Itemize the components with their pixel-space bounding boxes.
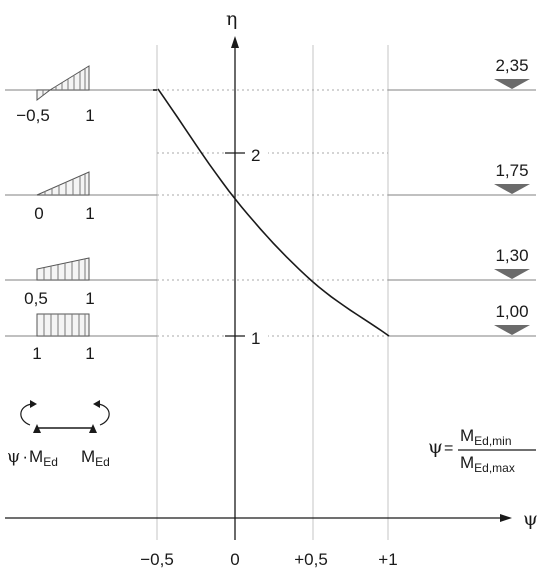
formula-equals: = [444, 440, 453, 457]
level-marker-175 [494, 184, 530, 194]
moment-left-label-1: −0,5 [16, 106, 50, 125]
level-marker-100 [494, 325, 530, 335]
support-right-icon [89, 424, 97, 433]
moment-diagram-psi-0: 0 1 [34, 171, 95, 223]
moment-diagram-psi-neg05: −0,5 1 [16, 65, 95, 125]
level-marker-235 [494, 79, 530, 89]
level-label-130: 1,30 [495, 246, 528, 265]
x-axis-arrow [500, 514, 512, 522]
support-left-icon [33, 424, 41, 433]
formula-denominator: MEd,max [460, 453, 515, 475]
moment-right-label-1: 1 [85, 106, 94, 125]
level-marker-130 [494, 269, 530, 279]
beam-moment-sketch: ψ ·MEd MEd [7, 400, 110, 469]
x-tick-label-pos1: +1 [378, 550, 397, 569]
y-axis-label: η [226, 8, 237, 30]
moment-left-label-3: 0,5 [24, 289, 48, 308]
moment-left-label-2: 0 [34, 204, 43, 223]
level-label-235: 2,35 [495, 56, 528, 75]
y-tick-label-2: 2 [251, 146, 260, 165]
x-tick-label-pos05: +0,5 [294, 550, 328, 569]
eta-curve [157, 88, 390, 337]
moment-right-label-4: 1 [85, 344, 94, 363]
moment-right-label-2: 1 [85, 204, 94, 223]
moment-diagram-psi-pos1: 1 1 [32, 313, 95, 363]
beam-label-left: ψ ·MEd [7, 447, 58, 469]
moment-arrow-right-icon [97, 403, 110, 426]
y-axis-arrow [231, 36, 239, 48]
x-tick-label-0: 0 [230, 550, 239, 569]
formula-lhs: ψ [428, 436, 443, 458]
y-tick-label-1: 1 [251, 329, 260, 348]
moment-left-label-4: 1 [32, 344, 41, 363]
x-axis-label: ψ [523, 508, 538, 530]
moment-arrow-left-icon [20, 403, 33, 426]
moment-right-label-3: 1 [85, 289, 94, 308]
psi-formula: ψ = MEd,min MEd,max [428, 426, 536, 475]
level-label-100: 1,00 [495, 302, 528, 321]
x-tick-label-neg05: −0,5 [140, 550, 174, 569]
formula-numerator: MEd,min [460, 426, 512, 448]
level-label-175: 1,75 [495, 161, 528, 180]
beam-label-right: MEd [81, 447, 110, 469]
moment-diagram-psi-pos05: 0,5 1 [24, 257, 95, 308]
